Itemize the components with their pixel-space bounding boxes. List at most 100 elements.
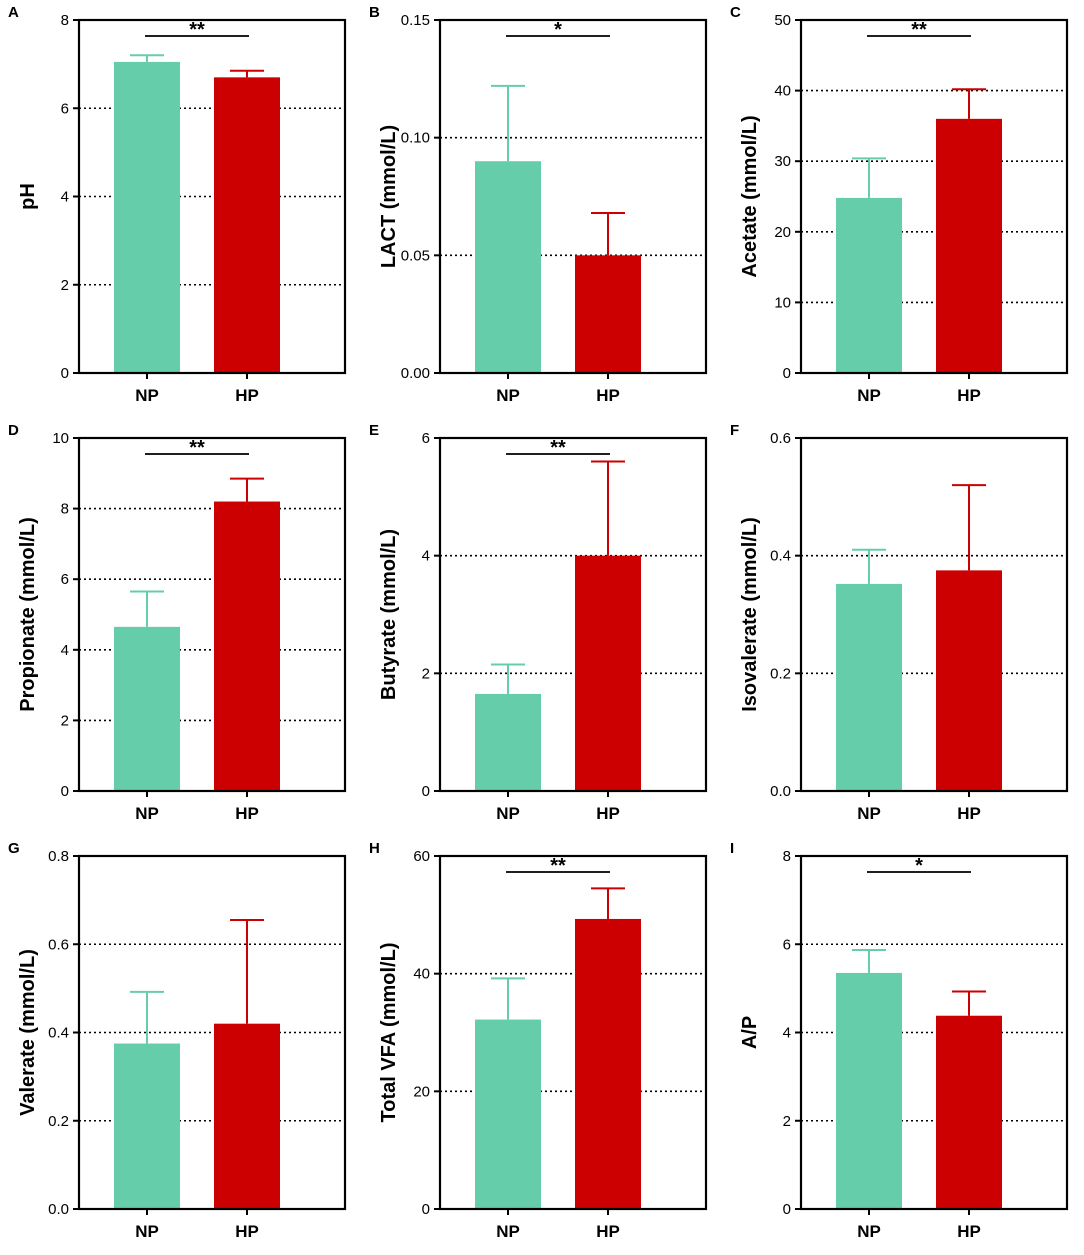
y-tick-label: 30 bbox=[774, 153, 791, 170]
bar-np bbox=[475, 161, 541, 373]
bar-chart: 0 2 4 6 8 10 NP HP Propionate (mmol/L) ** bbox=[17, 430, 347, 823]
y-tick-label: 0.4 bbox=[770, 548, 791, 565]
significance-stars: ** bbox=[189, 19, 205, 41]
y-tick-label: 0 bbox=[61, 365, 69, 382]
y-axis-label: Butyrate (mmol/L) bbox=[378, 529, 400, 700]
x-category-label: HP bbox=[596, 804, 620, 823]
bar-np bbox=[475, 1019, 541, 1209]
y-tick-label: 0.15 bbox=[401, 12, 430, 29]
x-category-label: NP bbox=[135, 804, 159, 823]
chart-panel-d: D 0 2 4 6 8 10 NP HP Propionate (mmol/L) ** bbox=[0, 418, 361, 836]
significance-stars: ** bbox=[911, 19, 927, 41]
plot-frame bbox=[799, 436, 1069, 793]
chart-panel-a: A 0 2 4 6 8 NP HP pH ** bbox=[0, 0, 361, 418]
y-tick-label: 2 bbox=[61, 277, 69, 294]
chart-panel-e: E 0 2 4 6 NP HP Butyrate (mmol/L) ** bbox=[361, 418, 722, 836]
x-category-label: NP bbox=[496, 804, 520, 823]
y-tick-label: 0.10 bbox=[401, 130, 430, 147]
y-tick-label: 8 bbox=[783, 848, 791, 865]
y-tick-label: 0.6 bbox=[48, 936, 69, 953]
chart-panel-g: G 0.0 0.2 0.4 0.6 0.8 NP HP Valerate (mmol/L) bbox=[0, 836, 361, 1254]
bar-hp bbox=[936, 118, 1002, 373]
x-category-label: NP bbox=[496, 386, 520, 405]
y-tick-label: 40 bbox=[774, 83, 791, 100]
y-tick-label: 20 bbox=[774, 224, 791, 241]
y-tick-label: 8 bbox=[61, 12, 69, 29]
x-category-label: HP bbox=[596, 1222, 620, 1241]
panel-label: G bbox=[8, 840, 20, 857]
y-tick-label: 0 bbox=[422, 1201, 430, 1218]
significance-stars: ** bbox=[189, 437, 205, 459]
x-category-label: HP bbox=[235, 386, 259, 405]
bar-np bbox=[475, 693, 541, 791]
panel-label: A bbox=[8, 4, 19, 21]
y-axis-label: Propionate (mmol/L) bbox=[17, 517, 39, 711]
panel-label: C bbox=[730, 4, 741, 21]
y-axis-label: pH bbox=[17, 183, 39, 210]
bar-chart: 0.00 0.05 0.10 0.15 NP HP LACT (mmol/L) * bbox=[378, 12, 708, 405]
x-category-label: HP bbox=[957, 804, 981, 823]
panel-label: I bbox=[730, 840, 735, 857]
y-axis-label: Total VFA (mmol/L) bbox=[378, 943, 400, 1123]
significance-stars: * bbox=[554, 19, 562, 41]
y-tick-label: 0 bbox=[422, 783, 430, 800]
bar-chart: 0 2 4 6 NP HP Butyrate (mmol/L) ** bbox=[378, 430, 708, 823]
x-category-label: HP bbox=[957, 1222, 981, 1241]
y-tick-label: 0.05 bbox=[401, 247, 430, 264]
plot-frame bbox=[438, 854, 708, 1211]
bar-chart: 0 10 20 30 40 50 NP HP Acetate (mmol/L) ** bbox=[739, 12, 1069, 405]
bar-chart: 0 20 40 60 NP HP Total VFA (mmol/L) ** bbox=[378, 848, 708, 1241]
y-tick-label: 4 bbox=[783, 1025, 791, 1042]
y-axis-label: A/P bbox=[739, 1016, 761, 1049]
panel-label: B bbox=[369, 4, 380, 21]
chart-panel-b: B 0.00 0.05 0.10 0.15 NP HP LACT (mmol/L) * bbox=[361, 0, 722, 418]
bar-hp bbox=[214, 501, 280, 791]
y-tick-label: 2 bbox=[783, 1113, 791, 1130]
bar-hp bbox=[936, 570, 1002, 791]
bar-np bbox=[836, 197, 902, 373]
significance-stars: ** bbox=[550, 437, 566, 459]
y-tick-label: 10 bbox=[774, 294, 791, 311]
chart-panel-h: H 0 20 40 60 NP HP Total VFA (mmol/L) ** bbox=[361, 836, 722, 1254]
plot-frame bbox=[438, 436, 708, 793]
y-tick-label: 0.00 bbox=[401, 365, 430, 382]
bar-hp bbox=[575, 555, 641, 791]
y-tick-label: 8 bbox=[61, 501, 69, 518]
x-category-label: HP bbox=[235, 1222, 259, 1241]
x-category-label: NP bbox=[857, 1222, 881, 1241]
plot-frame bbox=[799, 18, 1069, 375]
y-tick-label: 0.0 bbox=[48, 1201, 69, 1218]
bar-np bbox=[114, 626, 180, 791]
x-category-label: NP bbox=[857, 386, 881, 405]
plot-frame bbox=[438, 18, 708, 375]
y-tick-label: 0.2 bbox=[770, 665, 791, 682]
panel-label: D bbox=[8, 422, 19, 439]
x-category-label: HP bbox=[957, 386, 981, 405]
y-tick-label: 4 bbox=[61, 642, 69, 659]
y-tick-label: 0.2 bbox=[48, 1113, 69, 1130]
bar-hp bbox=[575, 918, 641, 1209]
y-tick-label: 2 bbox=[422, 665, 430, 682]
y-tick-label: 0 bbox=[783, 1201, 791, 1218]
y-tick-label: 0 bbox=[61, 783, 69, 800]
y-tick-label: 6 bbox=[783, 936, 791, 953]
x-category-label: HP bbox=[235, 804, 259, 823]
bar-chart: 0.0 0.2 0.4 0.6 0.8 NP HP Valerate (mmol/L) bbox=[17, 848, 347, 1241]
x-category-label: NP bbox=[857, 804, 881, 823]
bar-chart: 0.0 0.2 0.4 0.6 NP HP Isovalerate (mmol/L) bbox=[739, 430, 1069, 823]
y-tick-label: 4 bbox=[422, 548, 430, 565]
y-tick-label: 2 bbox=[61, 712, 69, 729]
y-axis-label: LACT (mmol/L) bbox=[378, 125, 400, 268]
y-tick-label: 4 bbox=[61, 189, 69, 206]
x-category-label: NP bbox=[135, 386, 159, 405]
y-tick-label: 40 bbox=[413, 966, 430, 983]
y-tick-label: 0.8 bbox=[48, 848, 69, 865]
panel-label: F bbox=[730, 422, 740, 439]
y-axis-label: Valerate (mmol/L) bbox=[17, 949, 39, 1116]
x-category-label: NP bbox=[135, 1222, 159, 1241]
panel-label: H bbox=[369, 840, 380, 857]
x-category-label: NP bbox=[496, 1222, 520, 1241]
plot-frame bbox=[77, 436, 347, 793]
y-tick-label: 0 bbox=[783, 365, 791, 382]
bar-chart: 0 2 4 6 8 NP HP pH ** bbox=[17, 12, 347, 405]
